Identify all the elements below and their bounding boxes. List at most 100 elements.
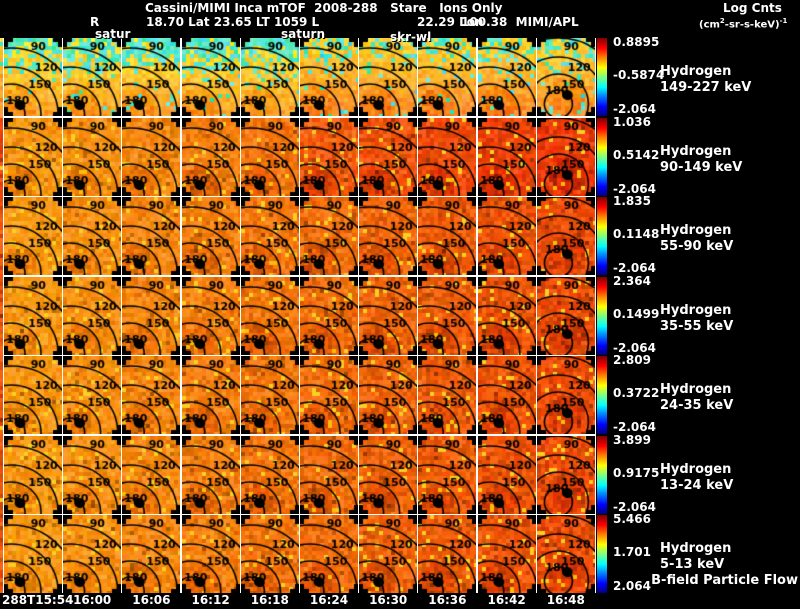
inca-panel-r1c1	[4, 38, 62, 116]
colorbar-mid-row-7: 1.701	[613, 545, 651, 559]
inca-panel-r5c1	[4, 356, 62, 434]
colorbar-max-row-6: 3.899	[613, 432, 651, 447]
inca-panel-r3c6	[300, 197, 358, 275]
colorbar-title: Log Cnts	[723, 1, 782, 15]
inca-panel-r2c10	[536, 117, 595, 196]
inca-panel-r7c2	[63, 515, 122, 593]
colorbar-units: (cm2-sr-s-keV)-1	[699, 17, 788, 31]
inca-panel-r7c9	[477, 515, 536, 593]
time-tick-5: 16:18	[250, 593, 289, 607]
channel-energy-row-5: 24-35 keV	[660, 398, 734, 413]
inca-panel-r3c5	[240, 197, 299, 275]
colorbar-row-4	[597, 276, 607, 355]
annotation-satur: satur	[95, 27, 131, 41]
colorbar-max-row-7: 5.466	[613, 512, 651, 526]
inca-panel-r4c2	[63, 276, 122, 355]
colorbar-min-row-3: -2.064	[613, 261, 656, 275]
inca-panel-r6c2	[63, 435, 122, 514]
inca-panel-r4c3	[122, 276, 181, 355]
time-tick-8: 16:36	[428, 593, 467, 607]
inca-panel-r6c6	[300, 435, 358, 514]
inca-panel-r3c8	[418, 197, 477, 275]
inca-panel-r7c8	[418, 515, 477, 593]
colorbar-min-row-4: -2.064	[613, 340, 656, 355]
inca-panel-r1c4	[181, 38, 240, 116]
channel-energy-row-6: 13-24 keV	[660, 477, 734, 493]
channel-energy-row-7: 5-13 keV	[660, 557, 725, 572]
inca-panel-r1c7	[359, 38, 418, 116]
inca-panel-r2c9	[477, 117, 536, 196]
channel-species-row-5: Hydrogen	[660, 382, 732, 397]
colorbar-row-2	[597, 117, 607, 196]
inca-panel-r1c3	[122, 38, 181, 116]
colorbar-min-row-6: -2.064	[613, 499, 656, 514]
inca-panel-r3c1	[4, 197, 62, 275]
inca-panel-r3c4	[181, 197, 240, 275]
inca-panel-r4c10	[536, 276, 595, 355]
inca-panel-r2c2	[63, 117, 122, 196]
ephemeris-institution: 100.38 MIMI/APL	[461, 15, 579, 29]
inca-panel-r5c10	[536, 356, 595, 434]
time-tick-7: 16:30	[369, 593, 408, 607]
colorbar-mid-row-2: 0.5142	[613, 147, 660, 162]
colorbar-mid-row-6: 0.9175	[613, 465, 660, 480]
colorbar-max-row-5: 2.809	[613, 353, 651, 367]
inca-panel-r3c2	[63, 197, 122, 275]
inca-panel-r1c2	[63, 38, 122, 116]
inca-panel-r6c3	[122, 435, 181, 514]
inca-panel-r6c8	[418, 435, 477, 514]
inca-panel-r5c4	[181, 356, 240, 434]
colorbar-row-7	[597, 515, 607, 593]
inca-panel-r2c5	[240, 117, 299, 196]
channel-species-row-2: Hydrogen	[660, 143, 732, 159]
colorbar-min-row-1: -2.064	[613, 102, 656, 116]
inca-panel-r2c7	[359, 117, 418, 196]
inca-panel-r1c8	[418, 38, 477, 116]
inca-panel-r5c7	[359, 356, 418, 434]
ephemeris-r-label: R	[90, 15, 100, 29]
inca-panel-r4c9	[477, 276, 536, 355]
inca-panel-r4c8	[418, 276, 477, 355]
time-tick-4: 16:12	[191, 593, 230, 607]
channel-species-row-4: Hydrogen	[660, 302, 732, 318]
time-tick-9: 16:42	[487, 593, 526, 607]
inca-panel-r7c5	[240, 515, 299, 593]
inca-panel-r3c3	[122, 197, 181, 275]
ephemeris-lon: 22.29 Lon	[417, 15, 484, 29]
annotation-skr-wl: skr-wl	[390, 30, 432, 44]
inca-panel-r2c4	[181, 117, 240, 196]
channel-species-row-3: Hydrogen	[660, 223, 732, 238]
colorbar-row-1	[597, 38, 607, 116]
colorbar-mid-row-3: 0.1148	[613, 227, 660, 241]
inca-panel-r5c3	[122, 356, 181, 434]
inca-panel-r3c10	[536, 197, 595, 275]
inca-panel-r4c7	[359, 276, 418, 355]
inca-panel-r7c4	[181, 515, 240, 593]
inca-panel-r7c7	[359, 515, 418, 593]
inca-panel-r1c6	[300, 38, 358, 116]
inca-panel-r3c9	[477, 197, 536, 275]
channel-species-row-6: Hydrogen	[660, 461, 732, 477]
channel-energy-row-4: 35-55 keV	[660, 318, 734, 334]
colorbar-row-6	[597, 435, 607, 514]
inca-panel-r5c2	[63, 356, 122, 434]
inca-panel-r4c1	[4, 276, 62, 355]
time-tick-6: 16:24	[309, 593, 349, 607]
inca-panel-r6c1	[4, 435, 62, 514]
time-tick-10: 16:48	[546, 593, 585, 607]
inca-panel-r3c7	[359, 197, 418, 275]
inca-panel-r6c4	[181, 435, 240, 514]
inca-panel-r2c6	[300, 117, 358, 196]
colorbar-max-row-1: 0.8895	[613, 35, 660, 49]
colorbar-min-row-2: -2.064	[613, 181, 656, 196]
inca-panel-r6c9	[477, 435, 536, 514]
channel-species-row-1: Hydrogen	[660, 64, 732, 79]
inca-panel-r2c8	[418, 117, 477, 196]
inca-panel-r6c10	[536, 435, 595, 514]
inca-panel-r6c5	[240, 435, 299, 514]
figure-title: Cassini/MIMI Inca mTOF 2008-288 Stare Io…	[145, 1, 503, 15]
inca-panel-r7c10	[536, 515, 595, 593]
channel-energy-row-2: 90-149 keV	[660, 159, 743, 175]
colorbar-max-row-3: 1.835	[613, 194, 651, 208]
